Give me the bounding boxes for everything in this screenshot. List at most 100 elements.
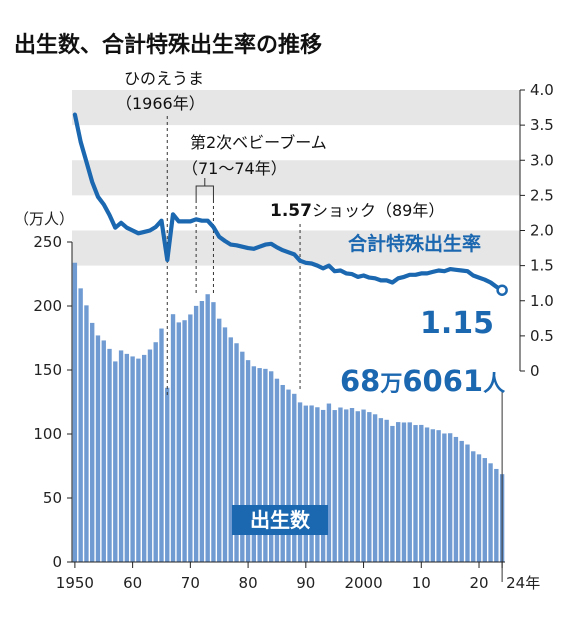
right-tick-label-4.0: 4.0 — [530, 81, 554, 99]
bar-1973 — [205, 294, 210, 562]
bar-1982 — [257, 368, 262, 562]
bar-1954 — [95, 335, 101, 562]
bar-1981 — [251, 366, 257, 562]
right-tick-label-3.0: 3.0 — [530, 151, 554, 169]
bar-2002 — [372, 414, 378, 562]
bar-1953 — [90, 322, 95, 562]
bar-1992 — [315, 407, 320, 562]
bar-1991 — [309, 405, 314, 562]
bar-1986 — [280, 384, 285, 562]
bar-1999 — [355, 411, 360, 562]
rate-line-layer — [72, 112, 508, 296]
bar-2012 — [430, 429, 436, 562]
axes: 0 50 100 150 200 250 0 0.5 1.0 1.5 2.0 2.5 3.0 3.5 4.0… — [33, 81, 554, 592]
bar-1955 — [101, 340, 106, 562]
bar-2022 — [488, 463, 493, 562]
right-tick-label-3.5: 3.5 — [530, 116, 554, 134]
bar-1956 — [107, 348, 112, 562]
bar-1987 — [286, 389, 291, 562]
bar-1960 — [130, 356, 135, 562]
births-last-value-a: 68 — [340, 364, 380, 398]
left-tick-label-200: 200 — [33, 297, 62, 315]
left-tick-label-150: 150 — [33, 361, 62, 379]
bar-2000 — [361, 409, 366, 562]
annotation-157-shock: 1.57ショック（89年） — [270, 201, 444, 221]
bar-2016 — [453, 436, 459, 562]
bar-2014 — [442, 433, 447, 562]
left-tick-label-250: 250 — [33, 233, 62, 251]
bar-1998 — [349, 408, 355, 562]
annotation-babyboom-line2: （71～74年） — [182, 159, 287, 178]
bar-1952 — [84, 305, 89, 562]
annotation-157-value: 1.57 — [270, 201, 312, 221]
right-tick-label-1.5: 1.5 — [530, 257, 554, 275]
bar-2001 — [367, 412, 372, 562]
x-tick-label-2000: 2000 — [344, 574, 382, 592]
bar-2020 — [476, 454, 482, 562]
x-tick-label-1980: 80 — [239, 574, 258, 592]
bar-1974 — [211, 302, 216, 562]
bar-1971 — [193, 305, 199, 562]
right-tick-label-2.0: 2.0 — [530, 222, 554, 240]
left-tick-label-0: 0 — [52, 553, 62, 571]
births-last-value-d: 人 — [483, 372, 505, 397]
bar-1989 — [297, 402, 303, 562]
annotation-157-year: （89年） — [376, 201, 444, 220]
births-last-value-c: 6061 — [402, 364, 483, 398]
bar-1966 — [165, 387, 170, 562]
bar-1977 — [228, 337, 233, 562]
right-axis-bands — [72, 90, 520, 266]
right-axis-band-0 — [72, 90, 520, 126]
bar-2019 — [471, 451, 476, 562]
bar-2013 — [436, 430, 441, 562]
bar-1961 — [136, 358, 141, 562]
bar-1990 — [303, 405, 308, 562]
bar-1950 — [72, 262, 78, 562]
bar-2003 — [378, 418, 384, 562]
x-tick-label-2010: 10 — [412, 574, 431, 592]
bar-1967 — [170, 314, 176, 562]
bar-1957 — [113, 361, 118, 562]
bar-1976 — [222, 327, 228, 562]
rate-line — [72, 112, 505, 293]
right-tick-label-2.5: 2.5 — [530, 186, 554, 204]
bar-2011 — [424, 427, 430, 562]
bar-1962 — [141, 354, 147, 562]
annotation-hinoeuma-line1: ひのえうま — [124, 69, 204, 88]
bar-2008 — [407, 422, 412, 562]
right-axis-band-2 — [72, 230, 520, 266]
x-tick-label-1960: 60 — [123, 574, 142, 592]
annotation-babyboom-line1: 第2次ベビーブーム — [190, 133, 327, 152]
bar-1997 — [344, 409, 349, 562]
bar-1980 — [245, 360, 251, 562]
bar-1978 — [234, 343, 239, 562]
x-tick-label-1970: 70 — [181, 574, 200, 592]
left-axis-unit: （万人） — [14, 210, 74, 228]
bar-2010 — [419, 424, 424, 562]
right-tick-label-0.5: 0.5 — [530, 327, 554, 345]
bar-1965 — [159, 328, 164, 562]
bar-2006 — [396, 422, 401, 562]
rate-last-point — [496, 284, 508, 296]
births-label-box — [232, 505, 328, 535]
bar-2007 — [401, 422, 407, 562]
bar-1994 — [326, 403, 332, 562]
births-bars — [72, 262, 505, 562]
x-tick-label-2020: 20 — [469, 574, 488, 592]
bar-1959 — [124, 353, 130, 562]
bar-2023 — [494, 468, 499, 562]
bar-2017 — [459, 440, 464, 562]
bar-1993 — [320, 409, 326, 562]
bar-2015 — [447, 433, 453, 562]
bar-1972 — [199, 301, 205, 562]
bar-1964 — [153, 342, 158, 562]
bar-1996 — [338, 407, 343, 562]
bar-2005 — [390, 425, 395, 562]
right-tick-label-1.0: 1.0 — [530, 292, 554, 310]
x-tick-label-2024: 24年 — [506, 574, 540, 592]
right-tick-label-0: 0 — [530, 362, 540, 380]
bar-2018 — [465, 444, 470, 562]
bar-1985 — [274, 378, 280, 562]
bar-1969 — [182, 320, 187, 562]
